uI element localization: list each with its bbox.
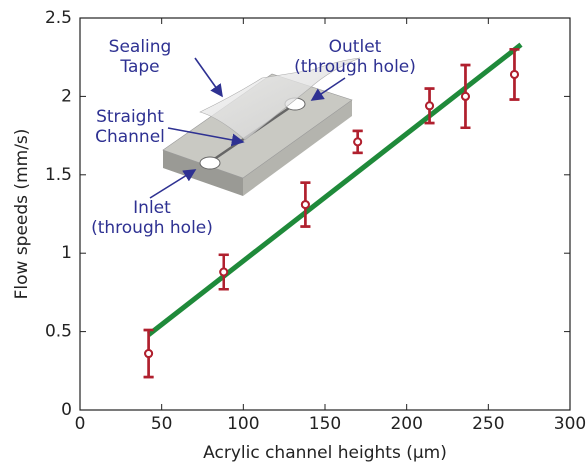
y-tick-label: 1.5 (45, 165, 72, 185)
y-tick-label: 0 (61, 400, 72, 420)
data-point (145, 350, 152, 357)
data-point (302, 201, 309, 208)
x-tick-label: 50 (151, 414, 173, 434)
data-point (511, 71, 518, 78)
annotation: Inlet (133, 198, 171, 218)
data-point (354, 138, 361, 145)
annotation: Channel (95, 127, 165, 147)
x-tick-label: 0 (75, 414, 86, 434)
y-tick-label: 0.5 (45, 322, 72, 342)
annotation: Straight (96, 107, 164, 127)
x-tick-label: 150 (309, 414, 341, 434)
page: {"chart_data":{"type":"scatter", "x_labe… (0, 0, 588, 466)
annotation: Tape (119, 57, 159, 77)
y-tick-label: 1 (61, 243, 72, 263)
annotation: Sealing (109, 37, 172, 57)
x-tick-label: 200 (390, 414, 422, 434)
data-point (462, 93, 469, 100)
y-tick-label: 2 (61, 86, 72, 106)
x-axis-label: Acrylic channel heights (μm) (203, 443, 447, 463)
annotation: (through hole) (91, 218, 213, 238)
x-tick-label: 100 (227, 414, 259, 434)
annotation: Outlet (329, 37, 382, 57)
x-tick-label: 250 (472, 414, 504, 434)
data-point (426, 102, 433, 109)
x-tick-label: 300 (554, 414, 586, 434)
chart: Acrylic channel heights (μm) Flow speeds… (0, 0, 588, 466)
inset-diagram (150, 58, 360, 198)
y-axis-label: Flow speeds (mm/s) (12, 129, 32, 300)
y-tick-label: 2.5 (45, 8, 72, 28)
data-point (220, 269, 227, 276)
annotation: (through hole) (294, 57, 416, 77)
